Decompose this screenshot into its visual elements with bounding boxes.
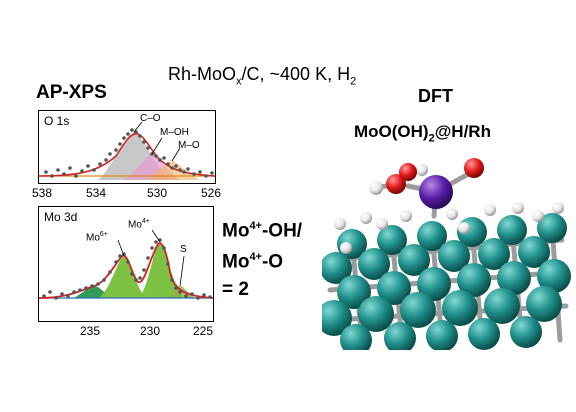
mo3d-panel-label: Mo 3d [44,210,78,224]
mo3d-fit-envelope [38,242,214,299]
mo3d-tick-225: 225 [192,324,214,338]
mo3d-spectrum-panel [38,206,214,322]
mo3d-peak-mo4: Mo4+ [128,218,150,231]
mo3d-data-points [42,238,212,300]
o1s-tick-526: 526 [200,186,222,200]
main-title: Rh-MoOx/C, ~400 K, H2 [168,64,357,88]
mo3d-spectrum [38,229,214,300]
o1s-panel-label: O 1s [44,114,70,128]
dft-structure-model [322,158,571,350]
ratio-line-3: = 2 [222,278,249,300]
o-atoms [386,158,484,194]
o1s-peak-moh: M–OH [160,127,189,138]
o1s-tick-538: 538 [31,186,53,200]
ratio-line-2: Mo4+-O [222,251,284,273]
o1s-peak-co: C–O [140,113,161,124]
o1s-tick-534: 534 [85,186,107,200]
mo3d-mo4-component-a [98,256,146,298]
o1s-tick-530: 530 [146,186,168,200]
ratio-line-1: Mo4+-OH/ [222,220,303,242]
mo3d-peak-mo6: Mo6+ [86,231,108,244]
o1s-peak-mo: M–O [178,140,200,151]
dft-title: DFT [418,86,453,106]
mo3d-peak-s: S [180,244,187,255]
mo3d-tick-235: 235 [79,324,101,338]
rh-atoms [322,213,571,350]
o1s-mo-component [146,161,200,180]
o1s-spectrum [38,121,216,180]
ap-xps-title: AP-XPS [36,82,107,103]
mo3d-mo4-component-b [138,242,184,298]
dft-model-label: MoO(OH)2@H/Rh [354,122,491,145]
mo-atom [419,175,453,209]
mo4-ratio-label: Mo4+-OH/ Mo4+-O = 2 [222,213,302,303]
o1s-data-points [44,128,214,178]
o1s-spectrum-panel [38,110,216,184]
h-atoms [334,164,564,254]
mo3d-tick-230: 230 [139,324,161,338]
